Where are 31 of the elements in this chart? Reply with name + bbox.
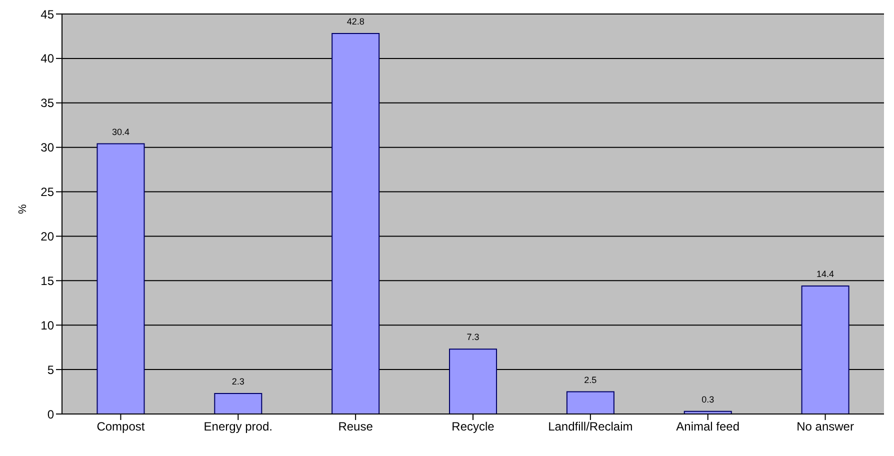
- data-label: 7.3: [466, 332, 480, 342]
- x-tick-label: Landfill/Reclaim: [548, 420, 633, 434]
- y-tick-label: 10: [40, 318, 54, 332]
- y-tick-label: 35: [40, 96, 54, 110]
- bar: [214, 393, 262, 414]
- bar: [801, 286, 850, 414]
- data-label: 0.3: [702, 394, 714, 404]
- x-tick-label: Compost: [96, 420, 146, 434]
- y-tick-label: 30: [40, 140, 54, 155]
- data-label: 2.3: [232, 376, 244, 387]
- data-label: 30.4: [112, 126, 130, 137]
- x-tick-label: Reuse: [338, 420, 374, 434]
- x-tick-label: No answer: [796, 420, 854, 434]
- data-label: 42.8: [346, 16, 364, 27]
- y-tick-label: 45: [40, 7, 54, 22]
- bar: [332, 33, 380, 414]
- bar: [96, 143, 145, 414]
- data-label: 14.4: [816, 269, 834, 279]
- x-tick-label: Recycle: [452, 420, 495, 434]
- y-tick-label: 40: [40, 52, 54, 66]
- bar: [566, 391, 614, 414]
- y-tick-label: 25: [40, 185, 54, 200]
- y-tick-label: 0: [47, 407, 54, 422]
- x-tick-label: Animal feed: [676, 420, 740, 434]
- y-tick-label: 20: [40, 229, 54, 244]
- y-tick-label: 15: [40, 274, 54, 288]
- y-axis-title: %: [16, 204, 29, 214]
- x-tick-label: Energy prod.: [204, 420, 272, 434]
- y-tick-label: 5: [47, 362, 54, 377]
- bar: [449, 348, 498, 414]
- data-label: 2.5: [584, 374, 597, 385]
